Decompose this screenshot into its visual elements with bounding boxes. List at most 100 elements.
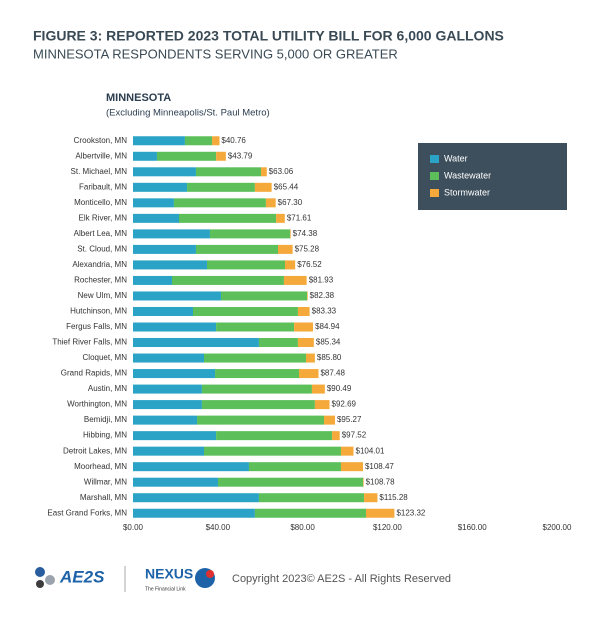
bar-segment xyxy=(258,493,365,503)
total-label: $75.28 xyxy=(295,245,320,254)
legend-label: Water xyxy=(444,153,468,163)
logo2-tagline: The Financial Link xyxy=(145,586,186,592)
y-tick-label: Rochester, MN xyxy=(74,276,127,285)
bar-segment xyxy=(133,182,188,192)
bar-segment xyxy=(133,151,157,161)
bar-segment xyxy=(133,322,217,332)
bar-segment xyxy=(187,182,255,192)
bar-segment xyxy=(179,213,277,223)
logo-dot xyxy=(35,567,45,577)
bar-segment xyxy=(209,229,291,239)
total-label: $85.34 xyxy=(316,338,341,347)
total-label: $82.38 xyxy=(310,291,335,300)
figure-subtitle: MINNESOTA RESPONDENTS SERVING 5,000 OR G… xyxy=(33,46,398,61)
bar-segment xyxy=(133,493,259,503)
bar-segment xyxy=(133,338,259,348)
bar-segment xyxy=(216,322,295,332)
y-tick-label: Albertville, MN xyxy=(75,151,127,160)
bar-segment xyxy=(305,353,315,363)
total-label: $74.38 xyxy=(293,229,318,238)
bar-segment xyxy=(133,353,205,363)
y-tick-label: Hibbing, MN xyxy=(83,431,127,440)
bar-segment xyxy=(276,213,285,223)
bar-segment xyxy=(340,446,354,456)
bar-segment xyxy=(172,275,284,285)
y-tick-label: St. Cloud, MN xyxy=(77,245,127,254)
y-tick-label: Willmar, MN xyxy=(84,477,127,486)
bar-segment xyxy=(133,369,216,379)
x-tick-label: $0.00 xyxy=(123,523,144,532)
bar-segment xyxy=(212,136,220,146)
bar-segment xyxy=(220,291,308,301)
bar-segment xyxy=(364,493,378,503)
bar-segment xyxy=(133,244,196,254)
y-tick-label: Thief River Falls, MN xyxy=(52,338,127,347)
total-label: $87.48 xyxy=(320,369,345,378)
bar-segment xyxy=(290,229,291,239)
legend-swatch xyxy=(430,189,439,197)
logo-text: AE2S xyxy=(59,567,105,586)
bar-segment xyxy=(133,275,173,285)
bar-segment xyxy=(133,167,196,177)
bar-segment xyxy=(311,384,325,394)
bar-segment xyxy=(133,213,180,223)
bar-segment xyxy=(133,462,249,472)
bar-segment xyxy=(278,244,293,254)
total-label: $43.79 xyxy=(228,151,253,160)
chart-subtitle: (Excluding Minneapolis/St. Paul Metro) xyxy=(106,108,270,119)
x-tick-label: $40.00 xyxy=(206,523,231,532)
bar-segment xyxy=(133,198,174,208)
bar-segment xyxy=(254,182,272,192)
x-tick-label: $80.00 xyxy=(290,523,315,532)
bar-segment xyxy=(324,415,336,425)
bar-segment xyxy=(133,477,219,487)
bar-segment xyxy=(216,431,333,441)
total-label: $108.47 xyxy=(365,462,394,471)
bar-segment xyxy=(133,306,193,316)
bar-segment xyxy=(363,477,364,487)
bar-segment xyxy=(332,431,340,441)
bar-segment xyxy=(365,508,395,518)
bar-segment xyxy=(254,508,366,518)
y-tick-label: Detroit Lakes, MN xyxy=(63,446,127,455)
bar-segment xyxy=(133,446,205,456)
y-tick-label: Elk River, MN xyxy=(79,213,128,222)
bar-segment xyxy=(307,291,308,301)
bar-segment xyxy=(133,260,207,270)
bar-segment xyxy=(297,306,310,316)
bar-segment xyxy=(201,400,315,410)
bar-segment xyxy=(261,167,267,177)
bar-segment xyxy=(283,275,307,285)
bar-segment xyxy=(204,446,341,456)
figure-title: FIGURE 3: REPORTED 2023 TOTAL UTILITY BI… xyxy=(33,28,504,44)
bar-segment xyxy=(133,508,255,518)
y-tick-label: Hutchinson, MN xyxy=(70,307,127,316)
footer: AE2S NEXUS The Financial Link Copyright … xyxy=(35,566,451,592)
copyright: Copyright 2023© AE2S - All Rights Reserv… xyxy=(232,573,451,585)
bar-segment xyxy=(294,322,313,332)
total-label: $84.94 xyxy=(315,322,340,331)
legend-swatch xyxy=(430,155,439,163)
bar-segment xyxy=(133,229,210,239)
bar-segment xyxy=(133,384,202,394)
total-label: $71.61 xyxy=(287,213,312,222)
total-label: $104.01 xyxy=(356,446,385,455)
logo2-dot xyxy=(206,570,214,578)
legend-box xyxy=(418,143,567,210)
total-label: $108.78 xyxy=(366,477,395,486)
bar-segment xyxy=(285,260,296,270)
x-tick-label: $120.00 xyxy=(373,523,402,532)
total-label: $63.06 xyxy=(269,167,294,176)
legend-label: Wastewater xyxy=(444,170,491,180)
legend-swatch xyxy=(430,172,439,180)
bar-segment xyxy=(195,244,279,254)
bar-segment xyxy=(204,353,306,363)
logo2-text: NEXUS xyxy=(145,566,193,582)
total-label: $95.27 xyxy=(337,415,362,424)
y-tick-label: Monticello, MN xyxy=(74,198,127,207)
x-tick-label: $160.00 xyxy=(458,523,487,532)
chart-title: MINNESOTA xyxy=(106,92,171,104)
y-tick-label: Crookston, MN xyxy=(74,136,128,145)
bar-segment xyxy=(173,198,266,208)
